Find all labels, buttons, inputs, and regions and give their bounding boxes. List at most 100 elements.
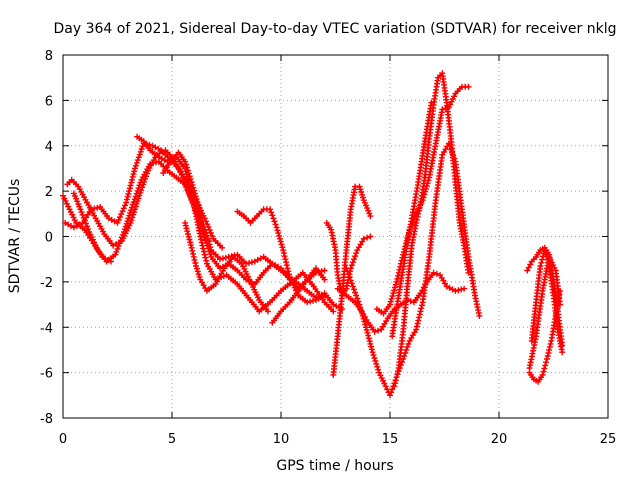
data-point bbox=[430, 269, 437, 276]
x-tick-label: 20 bbox=[491, 432, 508, 447]
data-point bbox=[348, 280, 355, 287]
data-point bbox=[133, 159, 140, 166]
data-point bbox=[358, 189, 365, 195]
data-point bbox=[125, 191, 132, 197]
data-point bbox=[476, 312, 483, 319]
data-point bbox=[186, 173, 193, 180]
data-point bbox=[344, 268, 351, 275]
data-point bbox=[134, 187, 141, 194]
data-point bbox=[284, 265, 291, 272]
data-point bbox=[84, 223, 90, 230]
data-point bbox=[393, 278, 400, 285]
data-point bbox=[147, 160, 154, 167]
data-point bbox=[135, 185, 142, 192]
data-point bbox=[114, 246, 121, 252]
data-point bbox=[128, 204, 135, 211]
data-point bbox=[207, 244, 214, 251]
data-point bbox=[194, 268, 201, 275]
data-point bbox=[367, 213, 374, 220]
data-point bbox=[189, 181, 196, 188]
data-point bbox=[370, 352, 377, 359]
data-point bbox=[387, 301, 393, 308]
y-tick-label: 6 bbox=[45, 94, 53, 109]
data-point bbox=[194, 198, 201, 205]
series-arc-20 bbox=[526, 253, 563, 372]
data-point bbox=[388, 295, 395, 302]
data-point bbox=[205, 238, 212, 245]
data-point bbox=[371, 355, 378, 361]
data-point bbox=[132, 193, 139, 200]
data-point bbox=[418, 305, 425, 312]
data-point bbox=[186, 236, 193, 243]
y-tick-label: -2 bbox=[40, 276, 53, 291]
data-point bbox=[542, 362, 549, 369]
data-point bbox=[63, 200, 70, 207]
data-point bbox=[123, 199, 130, 206]
data-point bbox=[363, 327, 370, 333]
data-point bbox=[183, 164, 190, 171]
data-point bbox=[132, 162, 139, 169]
data-point bbox=[392, 281, 399, 288]
data-point bbox=[276, 235, 283, 242]
data-point bbox=[374, 363, 381, 370]
data-point bbox=[121, 229, 127, 235]
data-point bbox=[366, 210, 373, 217]
series-arc-16 bbox=[389, 99, 435, 340]
data-point bbox=[389, 386, 396, 393]
x-tick-label: 0 bbox=[59, 432, 67, 447]
data-point bbox=[405, 340, 412, 347]
data-point bbox=[117, 214, 123, 221]
data-point bbox=[85, 226, 92, 233]
data-point bbox=[270, 215, 277, 222]
data-point bbox=[195, 204, 202, 211]
data-point bbox=[273, 224, 280, 231]
data-point bbox=[81, 217, 88, 224]
data-point bbox=[201, 226, 208, 233]
data-point bbox=[184, 167, 191, 174]
data-point bbox=[150, 160, 157, 167]
data-point bbox=[352, 253, 359, 260]
data-point bbox=[321, 267, 328, 274]
x-tick-label: 25 bbox=[600, 432, 617, 447]
data-point bbox=[358, 307, 365, 314]
data-point bbox=[439, 106, 446, 113]
data-point bbox=[123, 196, 130, 203]
data-point bbox=[222, 254, 229, 261]
y-axis-label: SDTVAR / TECUs bbox=[7, 179, 23, 294]
data-point bbox=[372, 358, 379, 364]
data-point bbox=[359, 312, 366, 319]
data-point bbox=[279, 244, 286, 251]
data-point bbox=[390, 290, 397, 297]
y-tick-label: -4 bbox=[40, 321, 53, 336]
data-point bbox=[192, 193, 199, 200]
data-point bbox=[365, 335, 372, 342]
data-point bbox=[272, 221, 279, 228]
data-point bbox=[267, 206, 274, 213]
data-point bbox=[542, 250, 549, 257]
data-point bbox=[541, 247, 548, 254]
data-point bbox=[433, 270, 440, 277]
series-arc-11 bbox=[330, 183, 374, 378]
chart-title: Day 364 of 2021, Sidereal Day-to-day VTE… bbox=[54, 21, 617, 37]
data-point bbox=[193, 196, 200, 203]
data-point bbox=[204, 235, 211, 242]
data-point bbox=[349, 283, 356, 290]
data-point bbox=[131, 196, 138, 203]
data-point bbox=[321, 276, 328, 283]
data-point bbox=[391, 284, 398, 291]
data-point bbox=[134, 157, 141, 164]
data-point bbox=[268, 209, 275, 216]
data-point bbox=[197, 233, 204, 240]
data-point bbox=[362, 321, 369, 328]
x-tick-label: 15 bbox=[382, 432, 399, 447]
data-point bbox=[389, 293, 396, 300]
data-point bbox=[360, 235, 367, 242]
data-point bbox=[114, 219, 121, 226]
series-arc-7 bbox=[182, 219, 271, 315]
data-point bbox=[126, 185, 133, 192]
y-tick-label: -8 bbox=[40, 412, 53, 427]
data-point bbox=[78, 209, 85, 216]
data-point bbox=[137, 179, 144, 186]
data-point bbox=[82, 220, 89, 227]
